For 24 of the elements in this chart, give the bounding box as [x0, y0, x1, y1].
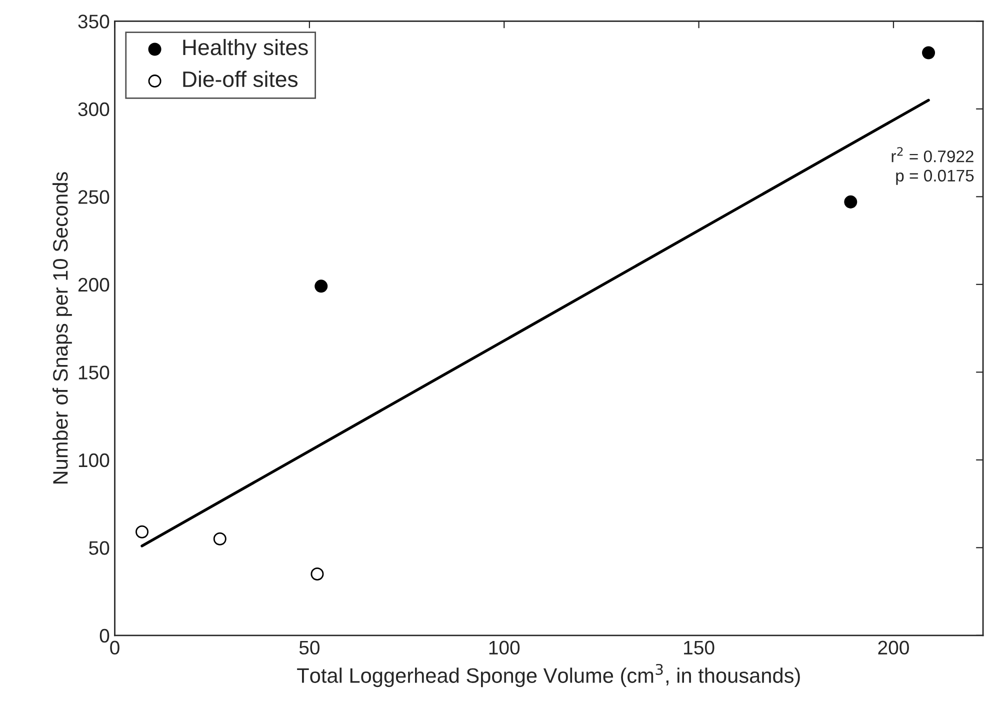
point — [314, 280, 328, 293]
x-tick-label: 200 — [878, 640, 909, 655]
y-tick-label: 50 — [89, 541, 110, 555]
point — [310, 567, 324, 580]
y-tick-label: 300 — [78, 102, 110, 116]
y-tick-label: 350 — [78, 14, 110, 28]
point — [844, 195, 858, 208]
y-tick-label: 250 — [78, 190, 110, 204]
annotation: r$^{2}$ = 0.7922 p = 0.0175 — [892, 147, 974, 185]
point — [213, 532, 226, 546]
x-tick-label: 0 — [110, 640, 120, 655]
point — [922, 46, 936, 60]
legend-label: Healthy sites — [183, 38, 308, 60]
x-tick-label: 50 — [299, 640, 320, 655]
y-tick-label: 100 — [78, 453, 110, 468]
y-tick-label: 150 — [78, 366, 110, 380]
x-tick-label: 150 — [684, 640, 714, 655]
legend-label: Die-off sites — [183, 70, 298, 88]
x-tick-label: 100 — [489, 640, 520, 655]
point — [136, 525, 149, 538]
x-axis-title: Total Loggerhead Sponge Volume (cm$^{3}$, in thousands) — [297, 664, 800, 688]
y-axis-title: Number of Snaps per 10 Seconds — [52, 172, 72, 484]
y-tick-label: 0 — [100, 628, 110, 643]
y-tick-label: 200 — [78, 278, 110, 292]
